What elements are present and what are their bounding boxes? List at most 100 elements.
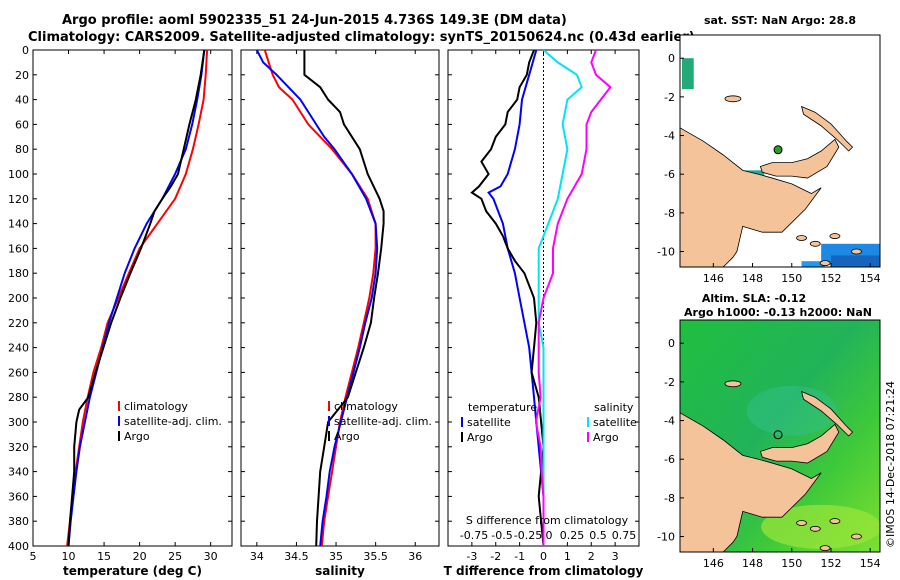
s-tick-label: -0.75 [460,529,488,542]
map2-land-islet [819,545,831,552]
map-y-tick-label: -8 [664,492,675,505]
s-tick-label: 0.25 [560,529,585,542]
y-tick-label: 380 [8,515,29,528]
map1-frame [679,34,881,268]
sst-data-block [681,58,694,90]
map1-land-new-britain [759,138,840,179]
map-y-tick-label: -2 [664,91,675,104]
map1-land-islet [829,233,841,239]
salinity-legend-argo-label: Argo [334,430,360,443]
map-y-tick-label: -10 [657,531,675,544]
sst-data-block [801,261,826,267]
x-tick-label: 10 [62,550,76,563]
figure-title-line1: Argo profile: aoml 5902335_51 24-Jun-201… [62,13,567,28]
sla-field-patch [761,504,880,549]
y-tick-label: 60 [15,118,29,131]
x-tick-label: -2 [490,550,501,563]
y-tick-label: 140 [8,218,29,231]
map-y-tick-label: -6 [664,453,675,466]
y-tick-label: 20 [15,69,29,82]
map2-land-new-britain [759,423,840,464]
y-tick-label: 240 [8,342,29,355]
map-y-tick-label: -4 [664,130,675,143]
sst-data-block [830,255,880,267]
difference-legend-salinity-title: salinity [594,401,634,414]
x-tick-label: 2 [588,550,595,563]
y-tick-label: 260 [8,366,29,379]
y-tick-label: 220 [8,317,29,330]
temperature-xlabel: temperature (deg C) [63,564,202,578]
difference-legend-temperature-title: temperature [468,401,537,414]
map-x-tick-label: 146 [703,557,724,570]
map-x-tick-label: 152 [820,272,841,285]
x-tick-label: 5 [30,550,37,563]
temperature-line-argo [67,50,206,546]
map-x-tick-label: 150 [781,272,802,285]
salinity-xlabel: salinity [315,564,365,578]
temperature-legend-satellite-label: satellite-adj. clim. [124,415,222,428]
sla-map-title-line2: Argo h1000: -0.13 h2000: NaN [684,306,872,319]
y-tick-label: 80 [15,143,29,156]
map2-frame [679,319,881,553]
map-x-tick-label: 154 [860,272,881,285]
difference-xlabel: T difference from climatology [444,564,644,578]
temperature-line-satellite [67,50,206,546]
difference-legend-s-satellite-label: satellite [593,416,637,429]
map-y-tick-label: -10 [657,246,675,259]
sla-map-title-line1: Altim. SLA: -0.12 [702,292,806,305]
map1-land-manus [724,95,742,103]
map-y-tick-label: 0 [668,52,675,65]
sla-map-panel: 146 148 150 152 154 0 -2 -4 -6 -8 -10 Altim. SLA: -… [657,292,881,570]
x-tick-label: 15 [97,550,111,563]
s-tick-label: 0.75 [612,529,637,542]
x-tick-label: 25 [168,550,182,563]
sst-map-panel: 146 148 150 152 154 0 -2 -4 -6 -8 -10 sat. SST: NaN… [657,14,881,285]
map-x-tick-label: 148 [742,272,763,285]
y-tick-label: 400 [8,540,29,553]
x-tick-label: -3 [466,550,477,563]
y-tick-label: 100 [8,168,29,181]
salinity-line-climatology [263,50,377,546]
y-tick-label: 340 [8,466,29,479]
map2-land-new-guinea [680,412,822,552]
map2-argo-marker [773,430,783,440]
salinity-legend-satellite-label: satellite-adj. clim. [334,415,432,428]
x-tick-label: 35.5 [363,550,388,563]
map-y-tick-label: -2 [664,376,675,389]
s-tick-label: -0.5 [491,529,512,542]
x-tick-label: 0 [540,550,547,563]
y-tick-label: 40 [15,94,29,107]
difference-panel: -3 -2 -1 0 1 2 3temperaturesatelliteArgosalini… [444,49,644,578]
y-tick-label: 280 [8,391,29,404]
s-tick-label: -0.25 [514,529,542,542]
temperature-legend-climatology-label: climatology [124,400,188,413]
y-tick-label: 120 [8,193,29,206]
salinity-line-argo [303,50,385,546]
x-tick-label: 1 [564,550,571,563]
map-x-tick-label: 154 [860,557,881,570]
map1-land-new-guinea [680,127,822,267]
map-x-tick-label: 152 [820,557,841,570]
y-tick-label: 200 [8,292,29,305]
map2-land-islet [809,525,821,532]
difference-legend-t-argo-label: Argo [467,431,493,444]
map2-land-islet [851,533,862,540]
map-y-tick-label: -6 [664,168,675,181]
y-tick-label: 360 [8,490,29,503]
y-tick-label: 320 [8,441,29,454]
sst-map-title: sat. SST: NaN Argo: 28.8 [704,14,856,27]
map-x-tick-label: 146 [703,272,724,285]
x-tick-label: 34 [250,550,264,563]
difference-line-t-satellite [487,50,545,546]
y-tick-label: 160 [8,242,29,255]
y-tick-label: 300 [8,416,29,429]
s-tick-label: 0 [546,529,553,542]
x-tick-label: 34.5 [284,550,309,563]
s-tick-label: 0.5 [589,529,607,542]
y-tick-label: 180 [8,267,29,280]
map1-land-islet [819,260,831,267]
x-tick-label: 20 [133,550,147,563]
map2-land-islet [829,518,841,524]
map2-land-islet [796,520,807,526]
